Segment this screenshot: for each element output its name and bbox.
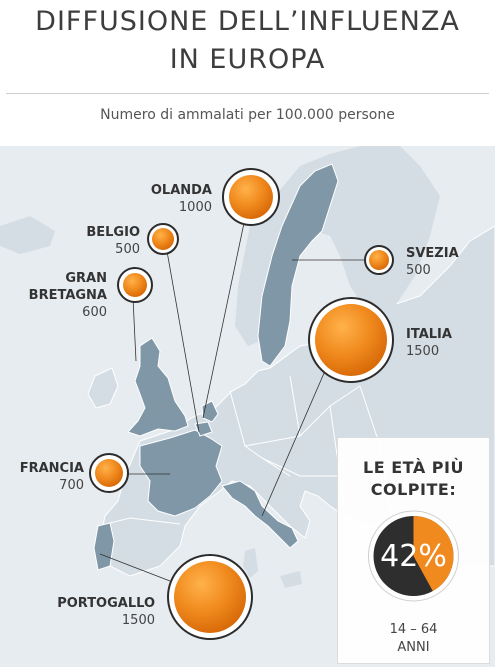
leader-gran-bretagna <box>132 297 137 362</box>
label-olanda: OLANDA 1000 <box>140 182 212 216</box>
netherlands-shape <box>201 400 219 423</box>
label-svezia: SVEZIA 500 <box>406 245 459 279</box>
label-gran-bretagna-name-1: GRAN <box>65 271 107 286</box>
leader-olanda <box>202 222 245 419</box>
bubble-gran-bretagna-fill <box>123 273 147 297</box>
title-divider <box>6 93 489 94</box>
sardinia <box>243 548 258 578</box>
age-panel-unit: ANNI <box>397 640 430 655</box>
label-francia-value: 700 <box>59 478 84 493</box>
label-belgio: BELGIO 500 <box>68 224 140 258</box>
label-italia-value: 1500 <box>406 344 440 359</box>
belgium-shape <box>194 421 213 437</box>
leader-portogallo <box>99 553 171 582</box>
bubble-svezia-fill <box>369 250 389 270</box>
label-italia-name: ITALIA <box>406 327 452 342</box>
label-francia-name: FRANCIA <box>19 461 84 476</box>
bubble-francia <box>89 453 129 493</box>
bubble-italia <box>308 297 394 383</box>
label-svezia-value: 500 <box>406 263 431 278</box>
age-panel-range: 14 – 64 <box>389 622 438 637</box>
bubble-italia-fill <box>315 304 387 376</box>
age-donut-slice <box>413 516 454 592</box>
bubble-portogallo <box>167 554 253 640</box>
age-donut <box>368 510 459 602</box>
iceland-fragment <box>0 216 55 254</box>
label-gran-bretagna-name-2: BRETAGNA <box>28 288 107 303</box>
label-francia: FRANCIA 700 <box>4 460 84 494</box>
leader-lines <box>99 222 366 582</box>
label-svezia-name: SVEZIA <box>406 246 459 261</box>
sicily <box>280 571 302 588</box>
italy-shape <box>221 480 299 549</box>
label-belgio-value: 500 <box>115 242 140 257</box>
scandinavia-north <box>235 146 440 346</box>
age-panel-percent: 42% <box>380 539 447 574</box>
label-olanda-value: 1000 <box>178 200 212 215</box>
leader-belgio <box>164 239 200 433</box>
label-portogallo-value: 1500 <box>121 613 155 628</box>
bubble-francia-fill <box>95 459 123 487</box>
label-portogallo: PORTOGALLO 1500 <box>30 595 155 629</box>
label-belgio-name: BELGIO <box>86 225 140 240</box>
bubble-portogallo-fill <box>174 561 246 633</box>
title-line-2: IN EUROPA <box>169 44 326 75</box>
sweden-shape <box>257 163 339 367</box>
label-olanda-name: OLANDA <box>150 183 212 198</box>
ireland <box>87 367 119 409</box>
label-italia: ITALIA 1500 <box>406 326 452 360</box>
bubble-olanda-fill <box>229 175 273 219</box>
label-portogallo-name: PORTOGALLO <box>57 596 155 611</box>
uk-shape <box>127 337 189 437</box>
title-line-1: DIFFUSIONE DELL’INFLUENZA <box>35 6 460 37</box>
bubble-svezia <box>364 245 394 275</box>
age-panel: LE ETÀ PIÙ COLPITE: 42% 14 – 64 ANNI <box>337 437 490 664</box>
header: DIFFUSIONE DELL’INFLUENZA IN EUROPA Nume… <box>0 0 495 146</box>
leader-italia <box>261 363 329 517</box>
bubble-belgio-fill <box>152 228 174 250</box>
age-panel-title-2: COLPITE: <box>370 480 457 499</box>
bubble-belgio <box>147 223 179 255</box>
label-gran-bretagna: GRAN BRETAGNA 600 <box>10 270 107 321</box>
label-gran-bretagna-value: 600 <box>82 305 107 320</box>
bubble-olanda <box>222 168 280 226</box>
bubble-gran-bretagna <box>117 267 153 303</box>
subtitle: Numero di ammalati per 100.000 persone <box>100 107 395 123</box>
age-panel-title-1: LE ETÀ PIÙ <box>363 458 464 477</box>
